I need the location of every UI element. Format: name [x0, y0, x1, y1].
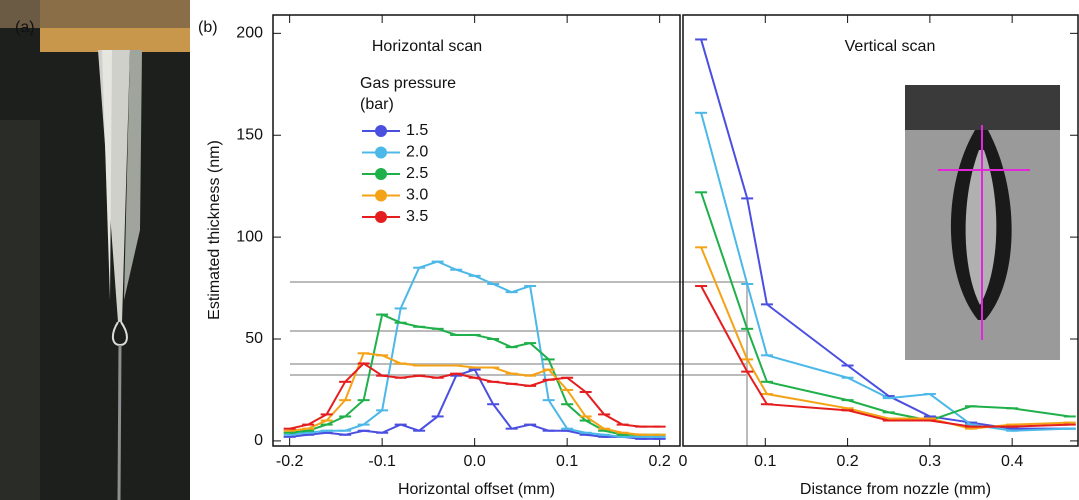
legend-label: 2.5 — [406, 165, 428, 182]
x-tick-label: 0 — [679, 453, 688, 470]
legend-label: 1.5 — [406, 122, 428, 139]
x-tick-label: 0.2 — [649, 453, 671, 470]
legend-marker — [375, 125, 387, 137]
legend-marker — [375, 146, 387, 159]
x-tick-label: -0.1 — [368, 453, 396, 470]
legend-title: (bar) — [360, 96, 394, 113]
legend-label: 2.0 — [406, 144, 428, 161]
x-tick-label: 0.4 — [1001, 453, 1023, 470]
x-tick-label: 0.0 — [464, 453, 486, 470]
series-line — [289, 260, 660, 438]
photo — [0, 0, 190, 500]
legend-label: 3.5 — [406, 208, 428, 225]
chart-title: Vertical scan — [845, 38, 936, 55]
x-axis-label: Horizontal offset (mm) — [398, 481, 555, 498]
legend-marker — [375, 189, 387, 202]
x-axis-label: Distance from nozzle (mm) — [800, 481, 991, 498]
x-tick-label: 0.2 — [836, 453, 858, 470]
inset-image — [905, 85, 1060, 360]
x-tick-label: -0.2 — [276, 453, 304, 470]
chart-title: Horizontal scan — [372, 38, 482, 55]
plot-frame — [682, 14, 1079, 447]
plot-frame — [272, 14, 681, 447]
x-tick-label: 0.1 — [754, 453, 776, 470]
legend-marker — [375, 168, 387, 180]
x-tick-label: 0.3 — [919, 453, 941, 470]
panel-label: (b) — [198, 19, 218, 36]
x-tick-label: 0.1 — [556, 453, 578, 470]
series-line — [289, 362, 660, 430]
y-tick-label: 100 — [236, 228, 263, 245]
legend-marker — [375, 211, 387, 223]
legend-label: 3.0 — [406, 187, 428, 204]
y-tick-label: 150 — [236, 126, 263, 143]
y-tick-label: 50 — [245, 330, 263, 347]
panel-label: (a) — [15, 19, 35, 36]
legend-title: Gas pressure — [360, 75, 456, 92]
y-axis-label: Estimated thickness (nm) — [206, 140, 223, 320]
y-tick-label: 200 — [236, 25, 263, 42]
y-tick-label: 0 — [254, 432, 263, 449]
series-line — [289, 352, 660, 436]
